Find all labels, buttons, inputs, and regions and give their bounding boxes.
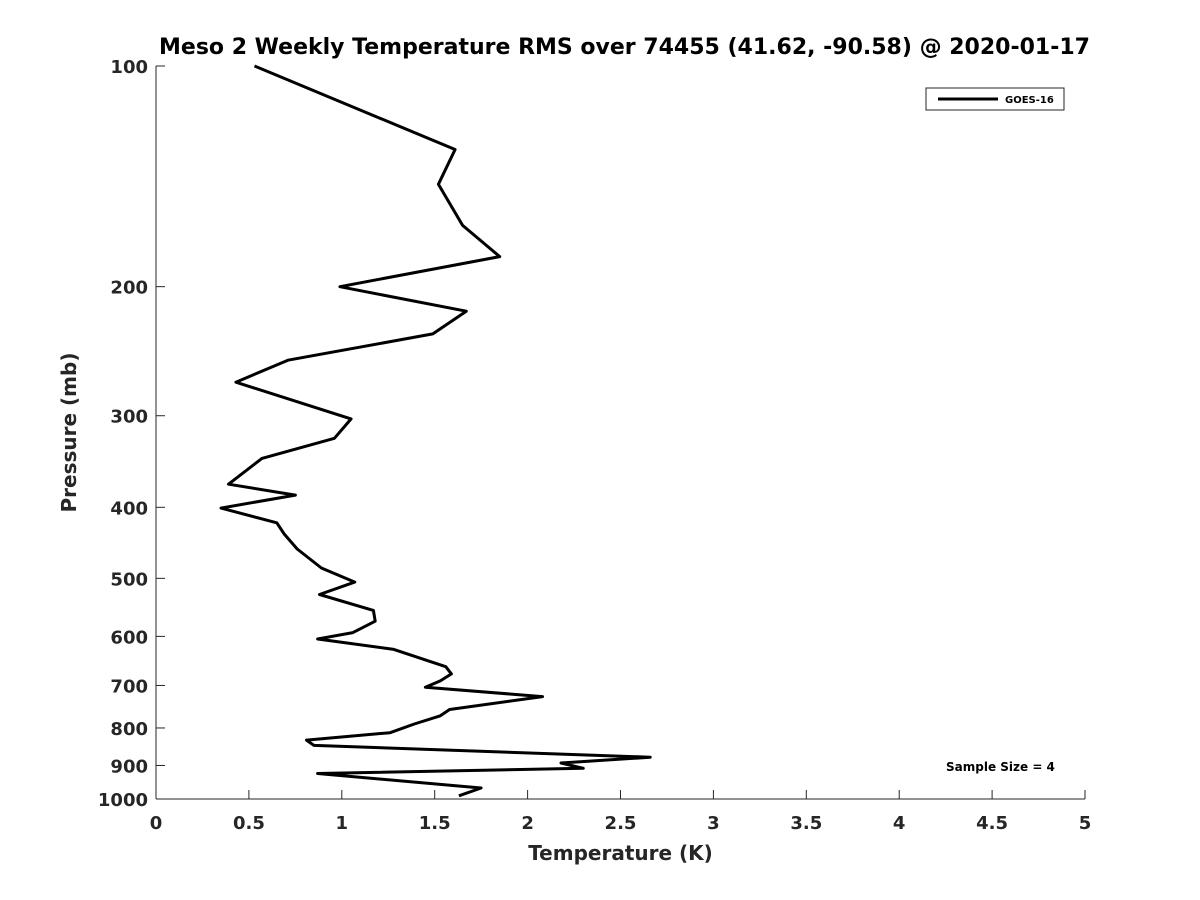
y-tick-label: 300	[110, 407, 148, 428]
x-axis-label: Temperature (K)	[528, 841, 713, 865]
y-tick-label: 1000	[98, 790, 148, 811]
legend-label-goes-16: GOES-16	[1005, 95, 1054, 106]
series-line-goes-16	[219, 64, 652, 798]
plot-area	[156, 66, 1085, 799]
x-tick-label: 3.5	[790, 813, 822, 834]
x-axis: 0 0.5 1 1.5 2 2.5 3 3.5 4 4.5 5	[150, 790, 1092, 834]
y-tick-label: 400	[110, 498, 148, 519]
x-tick-label: 5	[1079, 813, 1092, 834]
chart-title: Meso 2 Weekly Temperature RMS over 74455…	[159, 35, 1090, 60]
sample-size-annotation: Sample Size = 4	[946, 760, 1055, 774]
y-tick-label: 500	[110, 569, 148, 590]
y-tick-label: 600	[110, 627, 148, 648]
y-tick-label: 100	[110, 57, 148, 78]
x-tick-label: 2	[521, 813, 534, 834]
x-tick-label: 4	[893, 813, 906, 834]
x-tick-label: 2.5	[605, 813, 637, 834]
y-axis-label: Pressure (mb)	[57, 353, 81, 513]
x-tick-label: 0	[150, 813, 163, 834]
x-tick-label: 1	[336, 813, 349, 834]
y-axis: 100 200 300 400 500 600 700 800 900 1000	[98, 57, 165, 811]
x-tick-label: 1.5	[419, 813, 451, 834]
y-tick-label: 800	[110, 719, 148, 740]
series-layer	[219, 64, 652, 798]
x-tick-label: 4.5	[976, 813, 1008, 834]
x-tick-label: 3	[707, 813, 720, 834]
legend: GOES-16	[925, 87, 1065, 111]
y-tick-label: 700	[110, 676, 148, 697]
y-tick-label: 900	[110, 756, 148, 777]
x-tick-label: 0.5	[233, 813, 265, 834]
y-tick-label: 200	[110, 278, 148, 299]
